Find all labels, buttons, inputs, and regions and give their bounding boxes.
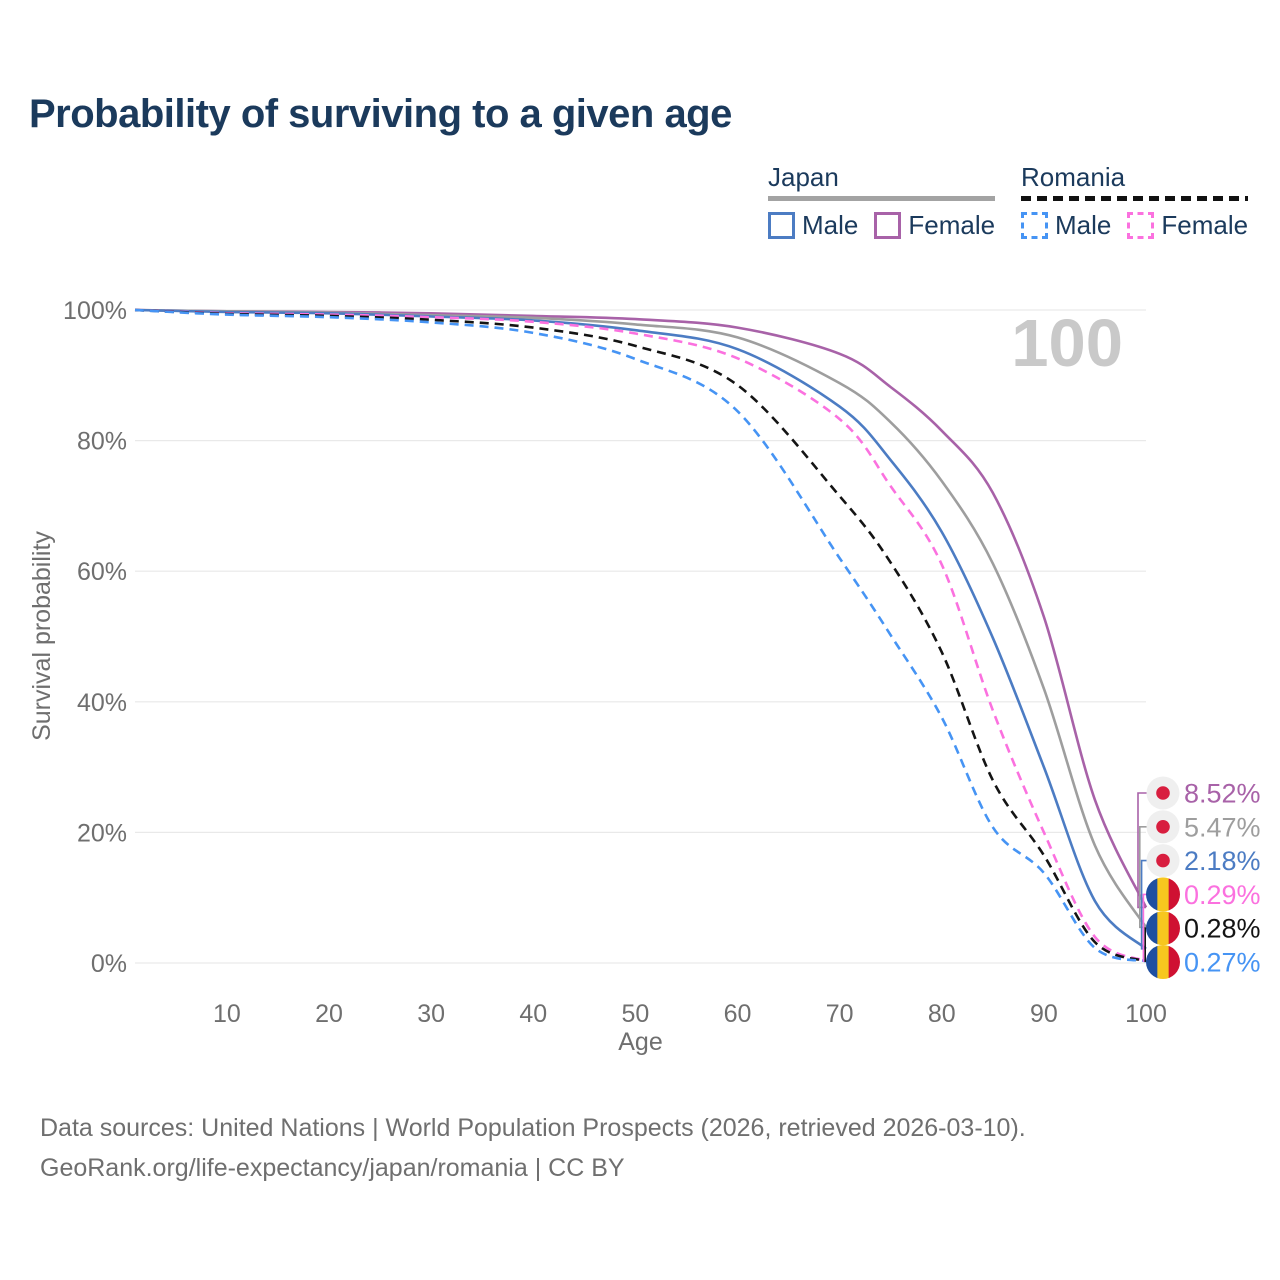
- y-tick-label: 100%: [63, 297, 127, 325]
- plot-hover-area[interactable]: [135, 300, 1146, 965]
- footer-site-license: GeoRank.org/life-expectancy/japan/romani…: [40, 1154, 625, 1182]
- legend-label-romania-female: Female: [1161, 210, 1249, 240]
- x-tick-label: 70: [826, 1000, 854, 1028]
- page-title: Probability of surviving to a given age: [29, 92, 732, 136]
- y-tick-label: 20%: [77, 819, 127, 847]
- series-end-value-japan-female: 8.52%: [1184, 779, 1261, 809]
- japan-solid-line-key: [768, 196, 996, 201]
- legend-item-romania-female[interactable]: Female: [1127, 210, 1248, 241]
- series-line-japan-male[interactable]: [134, 308, 1147, 950]
- y-axis-title: Survival probability: [28, 531, 56, 741]
- x-tick-label: 90: [1030, 1000, 1058, 1028]
- series-end-value-japan-male: 2.18%: [1184, 846, 1261, 876]
- series-end-value-japan-both-sexes: 5.47%: [1184, 812, 1261, 842]
- romania-male-swatch: [1021, 212, 1048, 239]
- y-tick-label: 60%: [77, 558, 127, 586]
- x-tick-label: 50: [621, 1000, 649, 1028]
- y-tick-label: 0%: [91, 950, 127, 978]
- series-line-romania-both-sexes[interactable]: [134, 308, 1147, 963]
- legend-label-japan-male: Male: [802, 210, 859, 240]
- legend-label-romania-male: Male: [1055, 210, 1112, 240]
- x-tick-label: 20: [315, 1000, 343, 1028]
- japan-male-swatch: [768, 212, 795, 239]
- series-line-romania-male[interactable]: [134, 308, 1147, 963]
- flag-icon-romania: [1146, 945, 1180, 979]
- series-end-value-romania-both-sexes: 0.28%: [1184, 914, 1261, 944]
- x-tick-label: 60: [724, 1000, 752, 1028]
- flag-icon-japan: [1146, 844, 1180, 878]
- legend-item-japan-female[interactable]: Female: [874, 210, 995, 241]
- y-tick-label: 40%: [77, 689, 127, 717]
- footer-attribution: Data sources: United Nations | World Pop…: [40, 1108, 1026, 1188]
- series-line-romania-female[interactable]: [134, 308, 1147, 963]
- legend-label-japan-female: Female: [908, 210, 996, 240]
- x-axis-title: Age: [618, 1028, 662, 1056]
- romania-female-swatch: [1127, 212, 1155, 239]
- series-end-value-romania-female: 0.29%: [1184, 880, 1261, 910]
- flag-icon-romania: [1146, 911, 1180, 946]
- romania-dashed-line-key: [1021, 196, 1249, 201]
- footer-data-sources: Data sources: United Nations | World Pop…: [40, 1114, 1026, 1142]
- x-tick-label: 30: [417, 1000, 445, 1028]
- hovered-age-marker: 100: [1011, 306, 1123, 381]
- x-tick-label: 80: [928, 1000, 956, 1028]
- legend-group-japan: Japan Male Female: [768, 162, 996, 241]
- chart-legend: Japan Male Female Romania Male: [0, 162, 1280, 242]
- y-tick-label: 80%: [77, 428, 127, 456]
- legend-item-japan-male[interactable]: Male: [768, 210, 858, 241]
- x-tick-label: 100: [1125, 1000, 1167, 1028]
- series-end-value-romania-male: 0.27%: [1184, 948, 1261, 978]
- legend-country-japan[interactable]: Japan: [768, 162, 839, 192]
- x-tick-label: 10: [213, 1000, 241, 1028]
- legend-item-romania-male[interactable]: Male: [1021, 210, 1111, 241]
- japan-female-swatch: [874, 212, 902, 239]
- legend-group-romania: Romania Male Female: [1021, 162, 1249, 241]
- flag-icon-japan: [1146, 776, 1180, 810]
- x-tick-label: 40: [519, 1000, 547, 1028]
- flag-icon-japan: [1146, 810, 1180, 844]
- flag-icon-romania: [1146, 877, 1180, 912]
- legend-country-romania[interactable]: Romania: [1021, 162, 1126, 192]
